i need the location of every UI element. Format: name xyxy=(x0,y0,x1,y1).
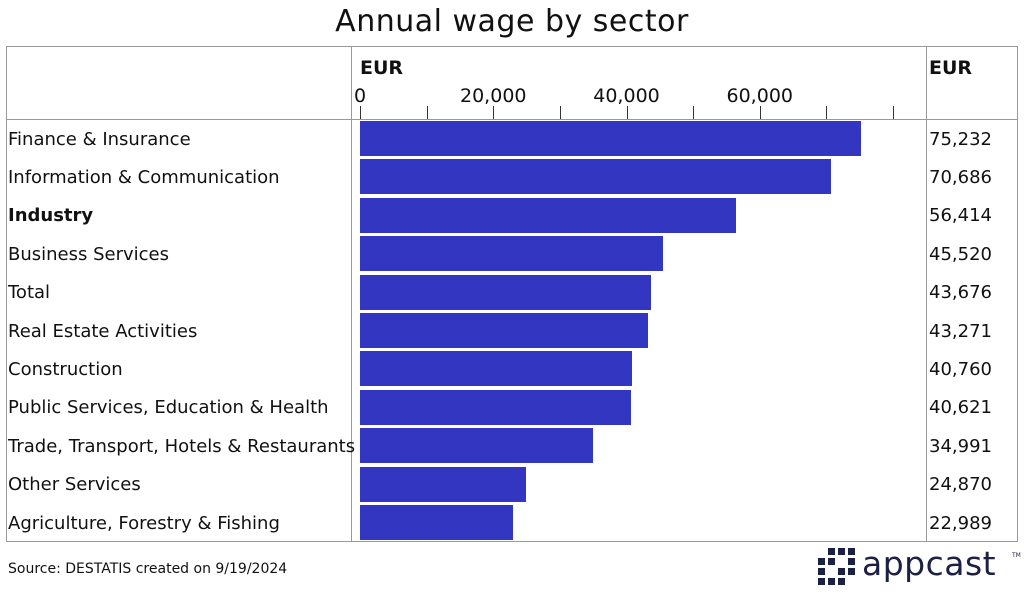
category-label: Agriculture, Forestry & Fishing xyxy=(8,512,280,534)
category-label: Finance & Insurance xyxy=(8,128,191,150)
axis-tick-label: 40,000 xyxy=(593,85,660,107)
bar xyxy=(360,428,594,464)
bar xyxy=(360,159,831,195)
axis-tick xyxy=(693,106,695,119)
category-label: Industry xyxy=(8,205,94,227)
logo-text: appcast xyxy=(862,544,997,583)
value-column-header: EUR xyxy=(929,57,973,79)
axis-tick xyxy=(559,106,561,119)
axis-tick-label: 60,000 xyxy=(726,85,793,107)
logo-dot xyxy=(828,548,835,555)
source-note: Source: DESTATIS created on 9/19/2024 xyxy=(8,561,288,577)
category-label: Information & Communication xyxy=(8,166,280,188)
logo-dot xyxy=(828,578,835,585)
bar xyxy=(360,466,526,502)
logo-dot xyxy=(818,558,825,565)
appcast-logo: appcast TM xyxy=(818,544,1021,588)
axis-tick-label: 20,000 xyxy=(460,85,527,107)
axis-tick xyxy=(893,106,894,119)
chart-title: Annual wage by sector xyxy=(335,4,689,39)
bar xyxy=(360,389,631,425)
bar xyxy=(360,274,651,310)
value-label: 34,991 xyxy=(929,435,992,457)
header-divider xyxy=(7,119,1017,120)
value-label: 43,271 xyxy=(929,320,992,342)
category-label: Total xyxy=(8,282,51,304)
bar xyxy=(360,197,736,233)
bar xyxy=(360,236,664,272)
logo-dot xyxy=(838,568,845,575)
category-label: Construction xyxy=(8,358,123,380)
logo-tm: TM xyxy=(1012,552,1021,559)
chart-frame xyxy=(6,46,1018,542)
bar xyxy=(360,505,514,540)
value-label: 40,621 xyxy=(929,397,992,419)
axis-tick xyxy=(626,106,628,119)
axis-tick xyxy=(493,106,495,119)
logo-dot xyxy=(818,568,825,575)
axis-tick xyxy=(759,106,761,119)
logo-dot xyxy=(818,578,825,585)
value-label: 22,989 xyxy=(929,512,992,534)
category-label: Business Services xyxy=(8,243,169,265)
category-label: Public Services, Education & Health xyxy=(8,397,329,419)
value-label: 40,760 xyxy=(929,358,992,380)
logo-dot xyxy=(848,548,855,555)
axis-unit-label: EUR xyxy=(360,57,404,79)
logo-dot xyxy=(848,568,855,575)
axis-tick xyxy=(826,106,828,119)
category-label: Trade, Transport, Hotels & Restaurants xyxy=(8,435,356,457)
bar xyxy=(360,313,649,348)
value-label: 75,232 xyxy=(929,128,992,150)
value-label: 24,870 xyxy=(929,474,992,496)
logo-dot xyxy=(828,558,835,565)
label-column-divider xyxy=(351,47,352,541)
logo-dot xyxy=(838,548,845,555)
category-label: Other Services xyxy=(8,474,141,496)
axis-tick-label: 0 xyxy=(353,85,367,107)
bar xyxy=(360,121,862,156)
logo-dot xyxy=(848,558,855,565)
value-label: 45,520 xyxy=(929,243,992,265)
category-label: Real Estate Activities xyxy=(8,320,198,342)
logo-dot xyxy=(838,578,845,585)
value-label: 70,686 xyxy=(929,166,992,188)
value-column-divider xyxy=(926,47,927,541)
value-label: 43,676 xyxy=(929,282,992,304)
axis-tick xyxy=(426,106,428,119)
axis-tick xyxy=(360,106,361,119)
bar xyxy=(360,351,632,387)
value-label: 56,414 xyxy=(929,205,992,227)
